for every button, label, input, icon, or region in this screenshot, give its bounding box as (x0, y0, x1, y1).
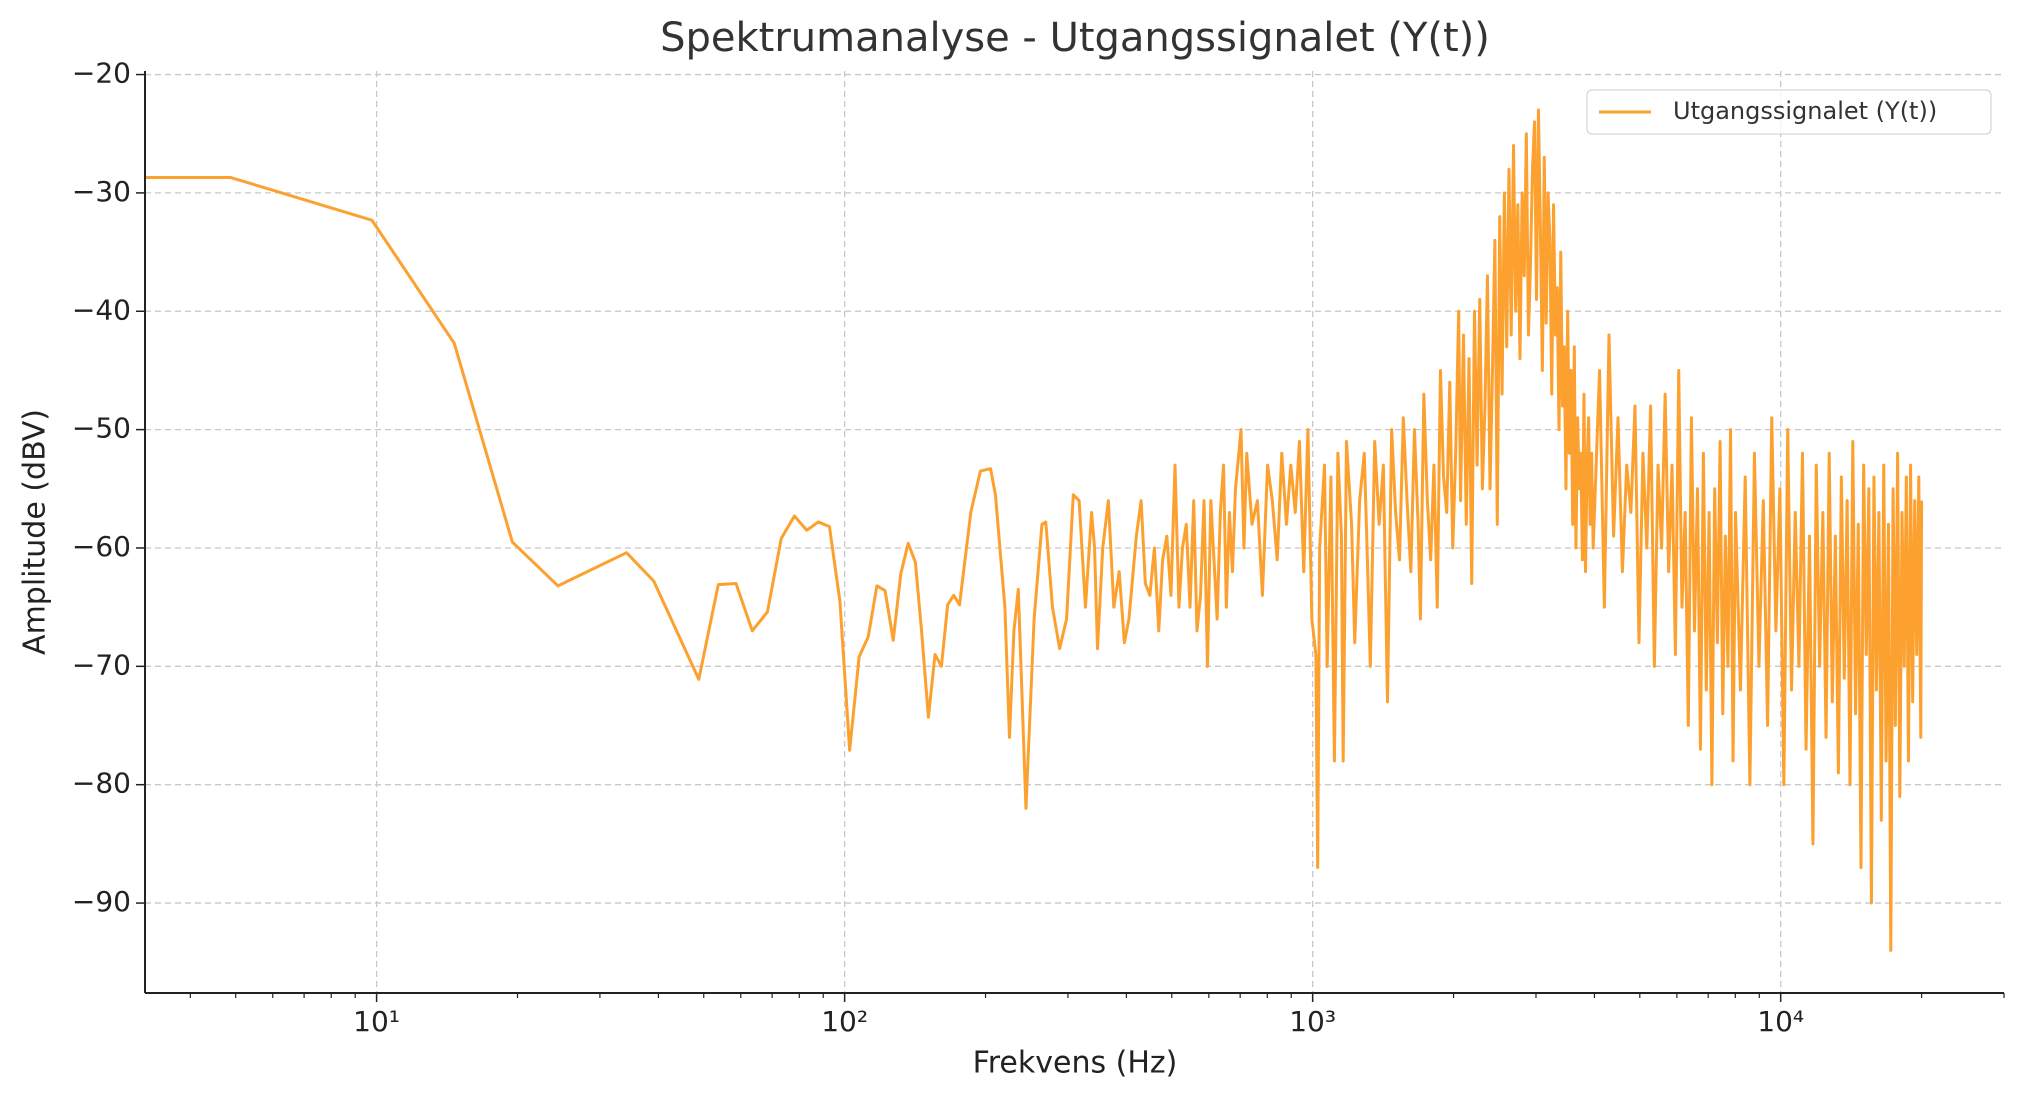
plot-area (145, 108, 1924, 952)
y-tick-label: −30 (72, 175, 131, 208)
x-axis-label: Frekvens (Hz) (973, 1046, 1178, 1081)
grid (145, 71, 2004, 993)
line-series (145, 108, 1924, 952)
y-tick-label: −40 (72, 293, 131, 326)
y-tick-label: −50 (72, 412, 131, 445)
x-tick-label: 10⁴ (1757, 1005, 1804, 1038)
y-axis-label: Amplitude (dBV) (18, 409, 53, 655)
y-tick-label: −20 (72, 57, 131, 90)
legend: Utgangssignalet (Y(t)) (1586, 89, 1992, 135)
x-tick-label: 10¹ (353, 1005, 400, 1038)
legend-label: Utgangssignalet (Y(t)) (1673, 97, 1937, 125)
ticks: −90 −80 −70 −60 −50 −40 −30 −20 10¹ 10² 10³ 10⁴ (72, 57, 2005, 1038)
x-tick-label: 10² (821, 1005, 868, 1038)
chart-title: Spektrumanalyse - Utgangssignalet (Y(t)) (660, 15, 1490, 61)
y-tick-label: −70 (72, 648, 131, 681)
y-tick-label: −80 (72, 767, 131, 800)
y-tick-label: −90 (72, 885, 131, 918)
y-tick-label: −60 (72, 530, 131, 563)
x-tick-label: 10³ (1289, 1005, 1336, 1038)
legend-box (1586, 89, 1992, 135)
